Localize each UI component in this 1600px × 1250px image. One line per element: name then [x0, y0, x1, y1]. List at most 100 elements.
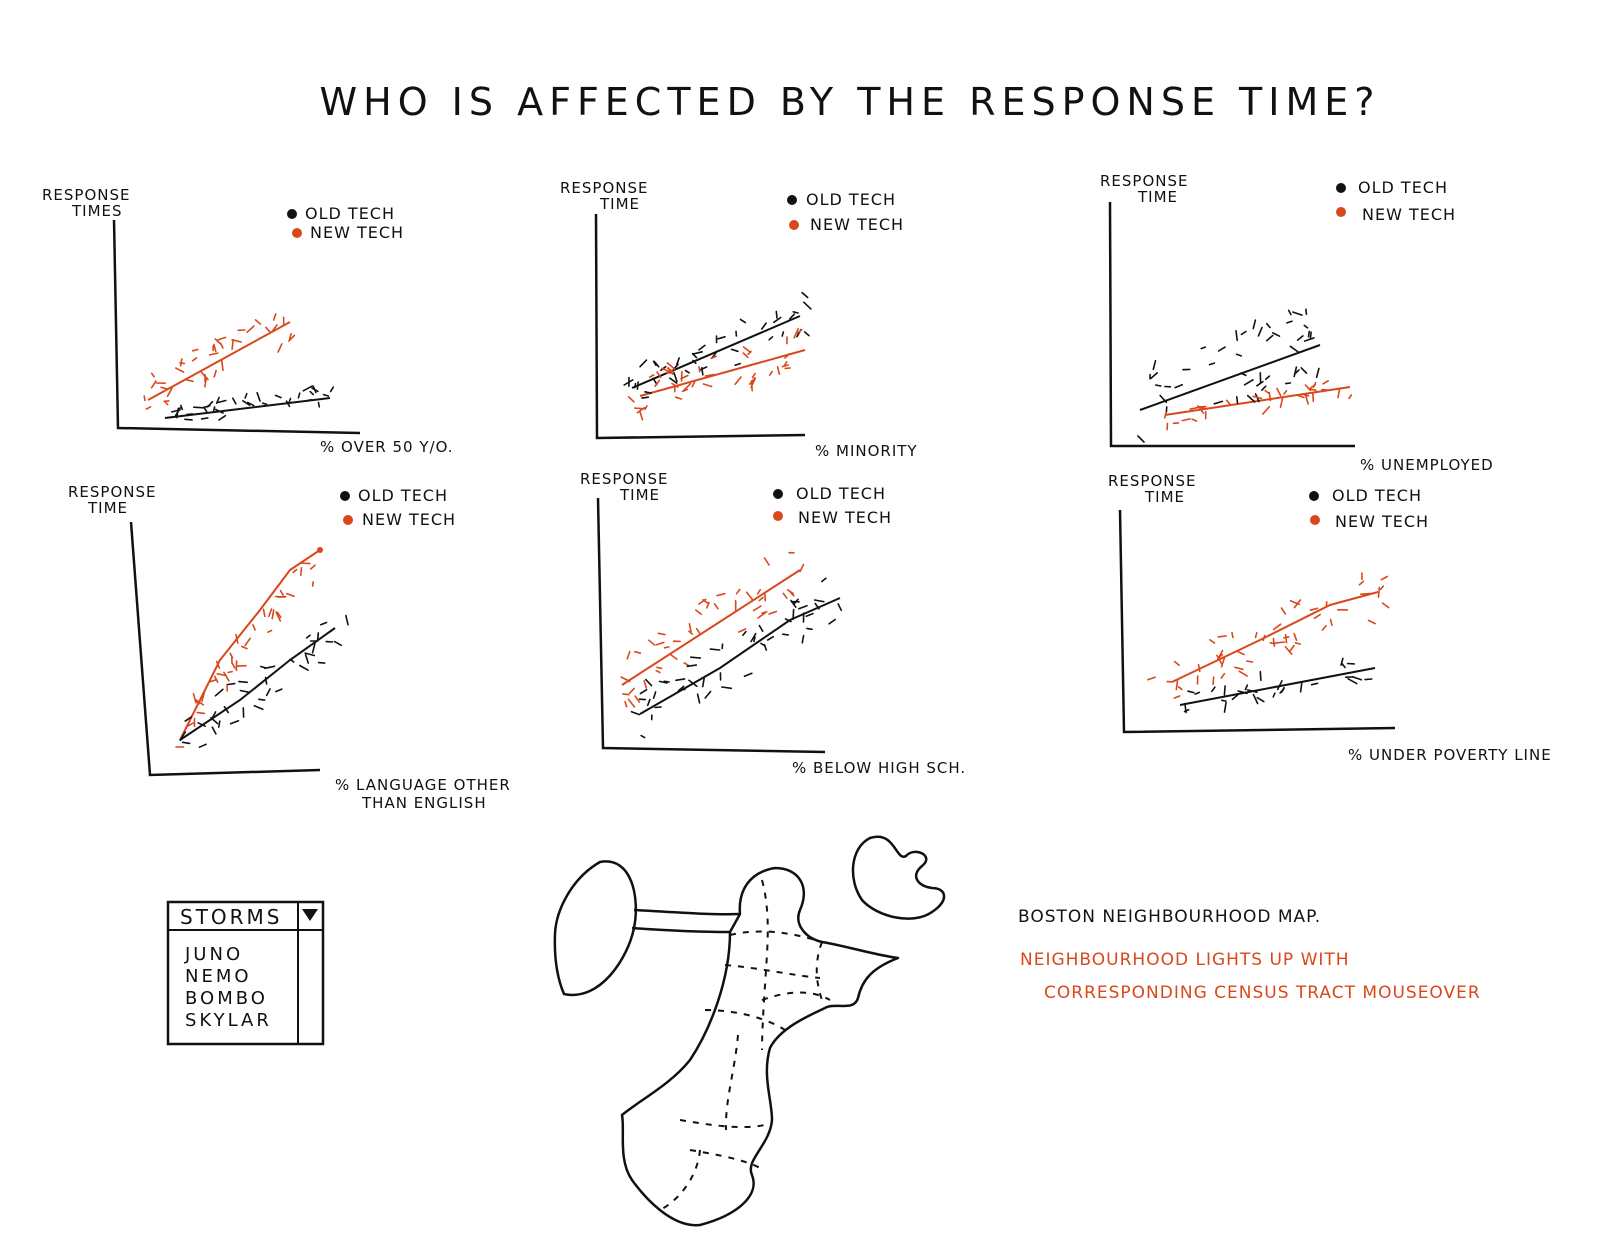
scatter-mark	[1272, 692, 1276, 698]
y-axis-label-line1: RESPONSE	[68, 483, 157, 501]
scatter-mark	[1379, 585, 1385, 591]
scatter-mark	[259, 665, 266, 669]
x-axis-label: % UNDER POVERTY LINE	[1348, 746, 1552, 764]
scatter-mark	[289, 658, 295, 663]
scatter-mark	[702, 383, 713, 388]
scatter-mark	[1187, 690, 1195, 694]
scatter-mark	[1235, 329, 1238, 342]
new-tech-trend-line	[621, 569, 801, 686]
scatter-mark	[750, 632, 757, 643]
scatter-mark	[1174, 383, 1183, 389]
scatter-mark	[1163, 411, 1167, 419]
scatter-mark	[1216, 654, 1223, 665]
scatter-mark	[185, 722, 194, 728]
storm-option-nemo[interactable]: NEMO	[185, 966, 252, 987]
scatter-mark	[766, 635, 775, 641]
scatter-mark	[641, 396, 650, 399]
scatter-mark	[143, 395, 146, 402]
scatter-mark	[756, 588, 762, 595]
scatter-mark	[288, 332, 292, 342]
scatter-mark	[204, 407, 208, 414]
scatter-mark	[656, 666, 663, 670]
storm-dropdown[interactable]: STORMS JUNO NEMO BOMBO SKYLAR	[166, 900, 325, 1046]
scatter-mark	[1358, 580, 1365, 586]
scatter-mark	[1265, 322, 1271, 329]
scatter-mark	[1256, 380, 1264, 387]
scatter-mark	[627, 698, 636, 708]
scatter-mark	[292, 568, 298, 574]
scatter-mark	[640, 734, 646, 739]
scatter-mark	[1150, 372, 1158, 380]
scatter-mark	[1380, 575, 1389, 581]
y-axis-label-line2: TIME	[599, 195, 640, 213]
legend-new-label: NEW TECH	[1362, 205, 1456, 224]
scatter-mark	[1177, 685, 1183, 691]
scatter-mark	[270, 324, 278, 333]
scatter-mark	[206, 400, 214, 408]
scatter-mark	[653, 360, 660, 368]
scatter-mark	[776, 366, 781, 376]
scatter-mark	[663, 680, 670, 683]
scatter-mark	[256, 391, 261, 402]
scatter-mark	[1305, 308, 1308, 316]
scatter-mark	[1309, 331, 1312, 340]
scatter-mark	[302, 385, 313, 392]
scatter-mark	[214, 408, 224, 414]
scatter-mark	[264, 676, 268, 685]
scatter-mark	[1279, 397, 1284, 409]
scatter-mark	[739, 318, 747, 324]
chart-over-50: RESPONSE TIMES OLD TECH NEW TECH % OVER …	[42, 186, 453, 456]
scatter-mark	[191, 357, 198, 362]
legend-old-icon	[1309, 491, 1319, 501]
scatter-mark	[753, 636, 756, 643]
triangle-down-icon[interactable]	[302, 909, 318, 921]
scatter-mark	[634, 382, 637, 389]
scatter-mark	[797, 604, 808, 610]
scatter-mark	[309, 390, 315, 396]
scatter-mark	[181, 741, 191, 745]
scatter-mark	[639, 359, 648, 368]
scatter-mark	[796, 328, 803, 335]
scatter-mark	[297, 392, 301, 399]
scatter-mark	[689, 656, 702, 659]
scatter-mark	[1296, 394, 1305, 399]
scatter-mark	[276, 611, 282, 619]
scatter-mark	[743, 672, 753, 678]
storm-option-bombo[interactable]: BOMBO	[185, 988, 268, 1009]
scatter-mark	[784, 352, 791, 359]
scatter-mark	[1152, 359, 1157, 371]
scatter-mark	[204, 683, 209, 691]
scatter-mark	[217, 336, 227, 341]
scatter-mark	[1286, 320, 1293, 324]
scatter-mark	[763, 557, 770, 566]
map-main-region	[620, 866, 900, 1227]
scatter-mark	[194, 699, 201, 705]
storm-option-skylar[interactable]: SKYLAR	[185, 1010, 272, 1031]
scatter-mark	[801, 634, 805, 644]
scatter-mark	[1283, 389, 1288, 395]
storm-option-juno[interactable]: JUNO	[184, 944, 243, 965]
legend-old-icon	[340, 491, 350, 501]
scatter-mark	[275, 611, 282, 622]
scatter-mark	[1322, 379, 1329, 385]
boston-neighbourhood-map[interactable]: BOSTON NEIGHBOURHOOD MAP. NEIGHBOURHOOD …	[553, 835, 1481, 1227]
scatter-mark	[793, 598, 799, 605]
scatter-mark	[1256, 696, 1265, 703]
dropdown-frame	[166, 900, 325, 1046]
scatter-mark	[279, 589, 284, 596]
scatter-mark	[1300, 366, 1308, 375]
legend-old-label: OLD TECH	[806, 190, 896, 209]
scatter-mark	[298, 664, 309, 672]
scatter-mark	[734, 376, 742, 386]
map-note-line2: CORRESPONDING CENSUS TRACT MOUSEOVER	[1044, 983, 1481, 1003]
scatter-mark	[745, 591, 754, 601]
scatter-mark	[623, 379, 634, 386]
scatter-mark	[1341, 662, 1346, 669]
scatter-mark	[814, 602, 820, 610]
axes	[1118, 509, 1396, 734]
scatter-mark	[246, 401, 255, 407]
scatter-mark	[698, 365, 701, 373]
scatter-mark	[239, 689, 250, 694]
scatter-mark	[217, 720, 221, 728]
scatter-mark	[768, 335, 774, 341]
